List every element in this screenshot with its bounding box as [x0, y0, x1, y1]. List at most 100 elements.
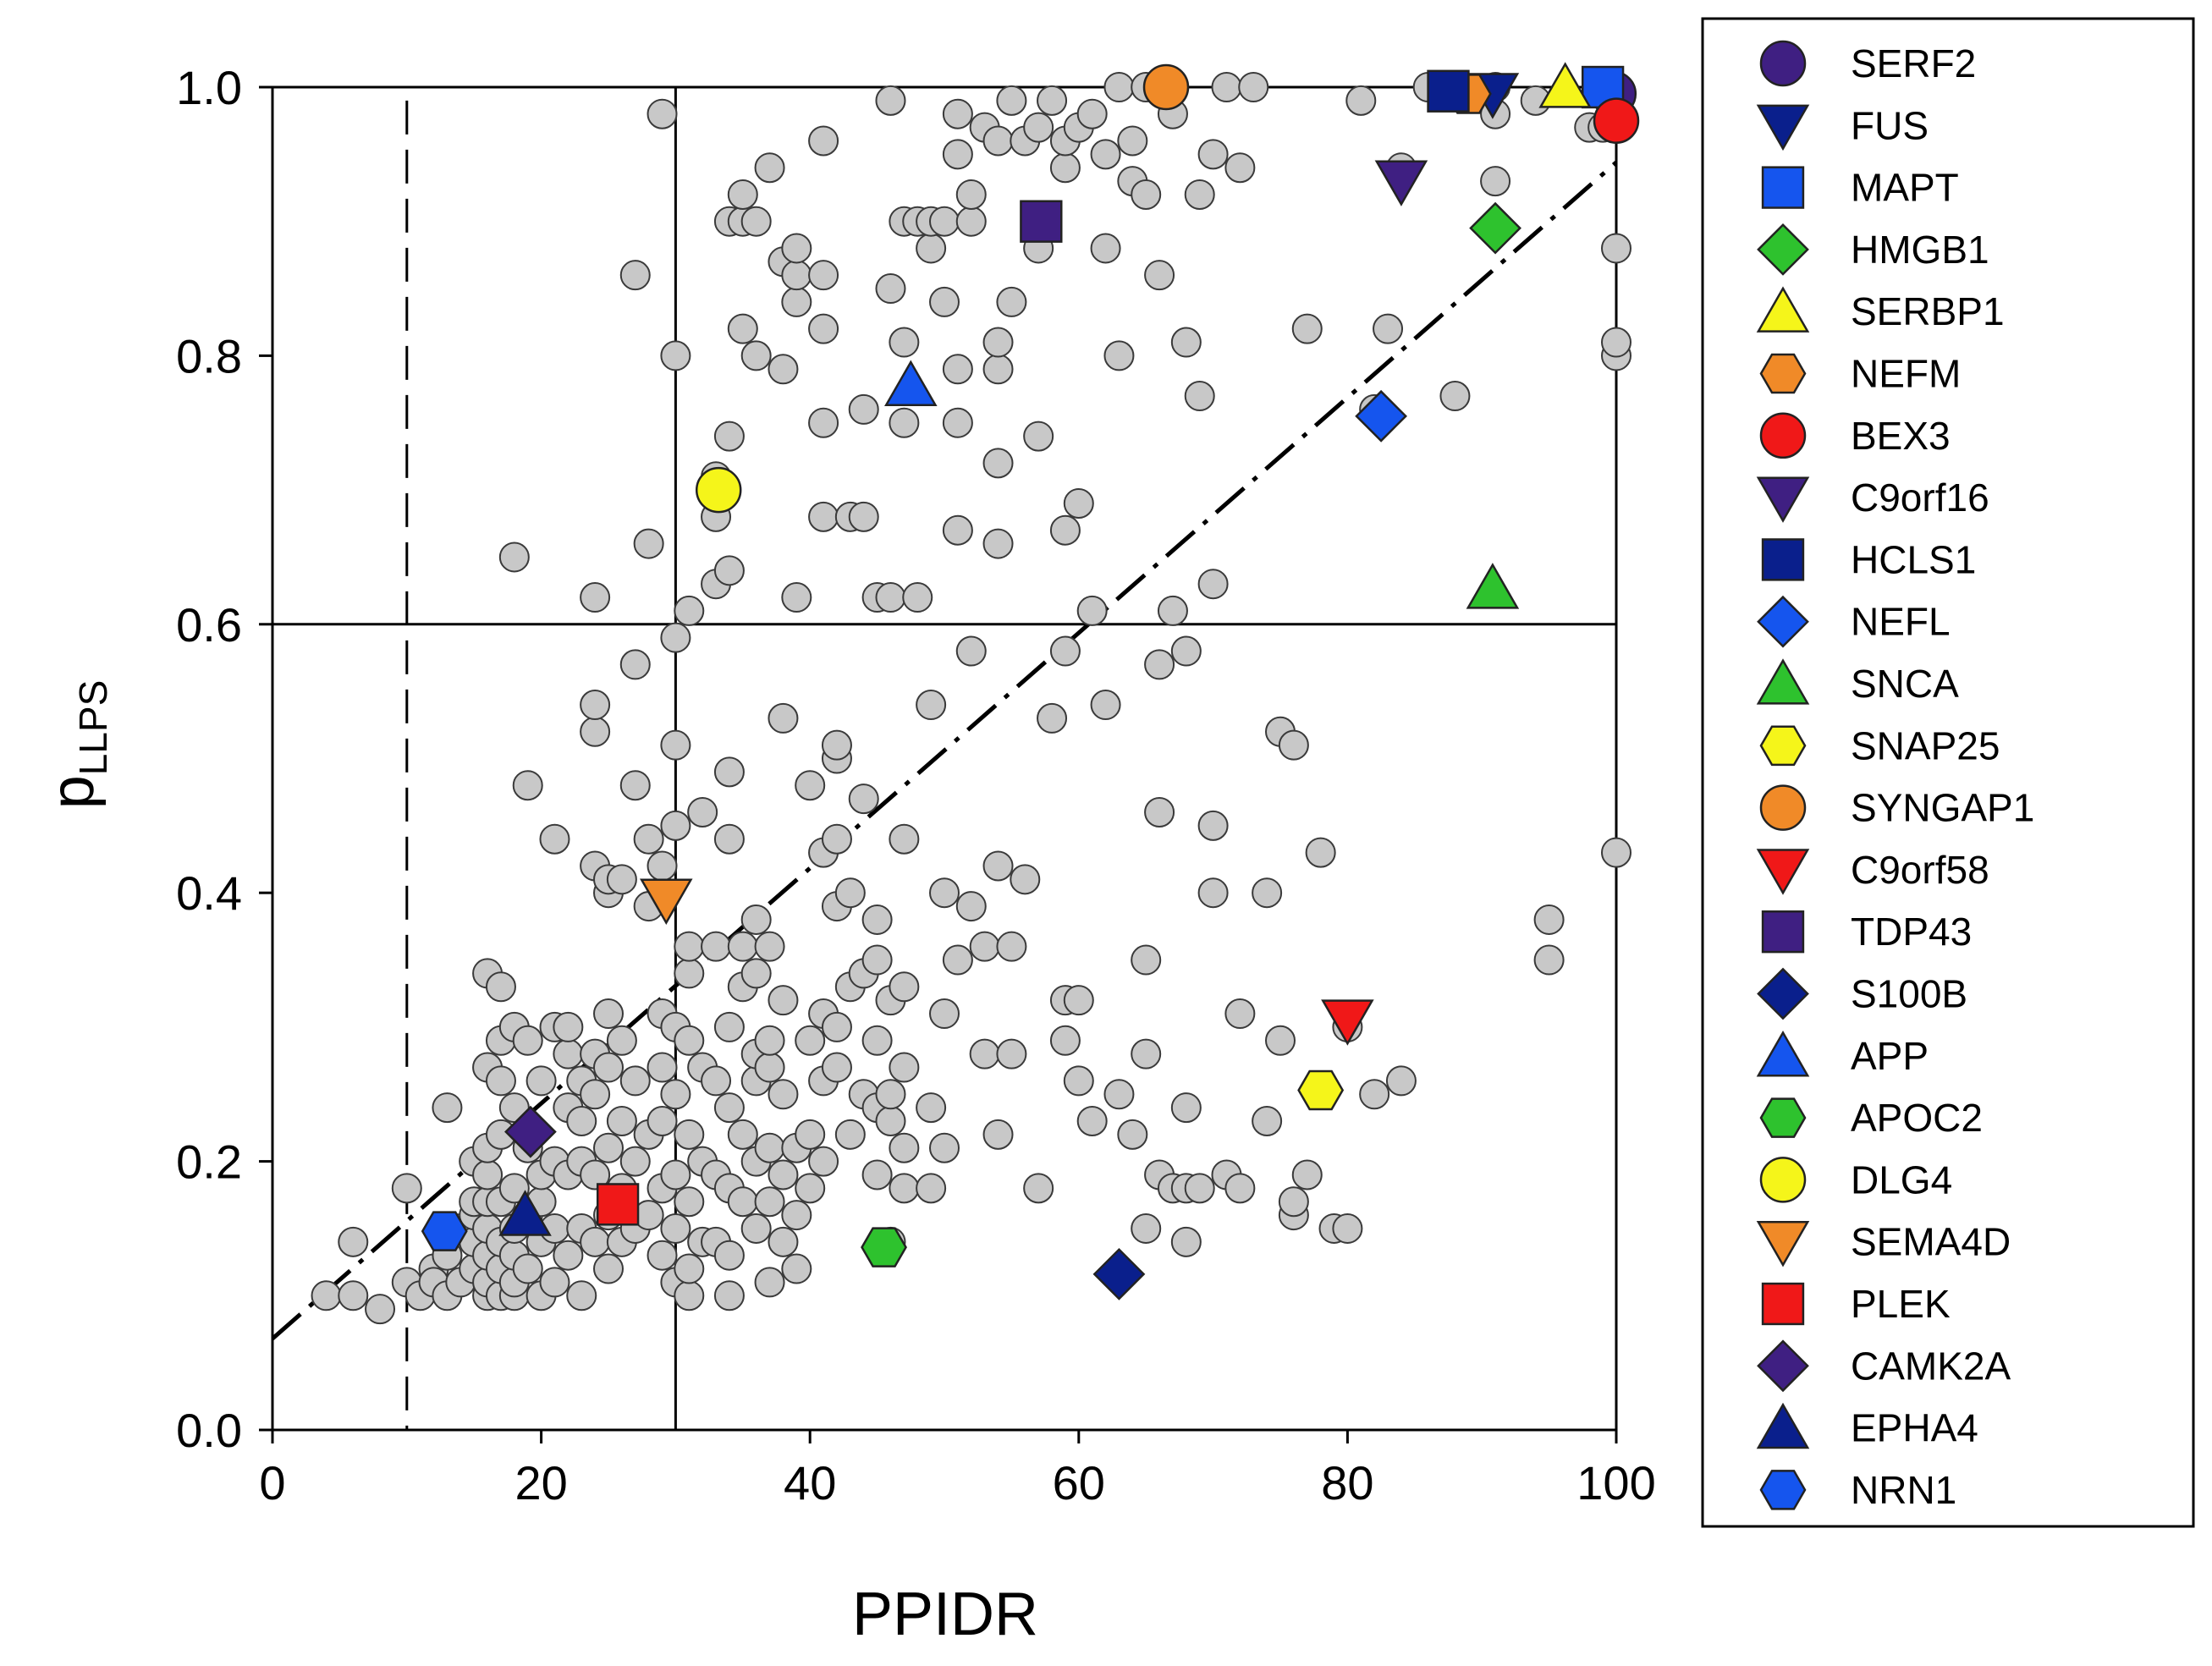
background-point [889, 407, 920, 438]
highlighted-points [421, 62, 1640, 1300]
background-point [754, 931, 785, 962]
background-point [727, 179, 758, 210]
background-point [1385, 1065, 1417, 1097]
background-point [821, 1052, 852, 1083]
background-point [754, 1025, 785, 1056]
background-point [740, 904, 772, 935]
legend-label-camk2a: CAMK2A [1851, 1344, 2011, 1388]
point-nefl [1355, 389, 1407, 443]
legend-marker-nefm [1759, 353, 1807, 394]
background-point [553, 1038, 584, 1069]
y-tick-label: 0.0 [176, 1404, 242, 1457]
background-point [1090, 233, 1121, 264]
background-point [660, 1079, 691, 1110]
background-point [512, 1025, 543, 1056]
background-point [1144, 796, 1175, 828]
background-point [713, 555, 745, 586]
background-point [713, 1280, 745, 1311]
background-point [1170, 1226, 1202, 1257]
background-point [942, 354, 973, 385]
legend-label-snap25: SNAP25 [1851, 723, 2000, 767]
background-point [713, 1240, 745, 1271]
legend-label-nefl: NEFL [1851, 600, 1951, 644]
background-point [1063, 985, 1094, 1016]
background-point [781, 1253, 812, 1284]
background-point [1252, 877, 1283, 909]
background-point [781, 260, 812, 291]
background-point [660, 1212, 691, 1244]
legend-label-c9orf16: C9orf16 [1851, 476, 1989, 520]
background-point [1103, 340, 1135, 371]
background-point [754, 1186, 785, 1218]
background-point [1224, 1173, 1256, 1204]
legend-label-fus: FUS [1851, 103, 1929, 147]
background-point [875, 85, 906, 116]
background-point [982, 1119, 1014, 1150]
background-point [580, 1079, 611, 1110]
background-point [727, 313, 758, 344]
y-tick-label: 0.4 [176, 866, 242, 920]
legend-marker-mapt [1761, 166, 1805, 209]
background-point [498, 1173, 530, 1204]
legend-label-dlg4: DLG4 [1851, 1157, 1952, 1201]
point-nrn1 [421, 1211, 468, 1251]
point-epha4 [498, 1190, 552, 1236]
background-point [754, 1052, 785, 1083]
background-point [1265, 1025, 1296, 1056]
background-point [1291, 1159, 1323, 1190]
background-point [848, 784, 879, 815]
background-point [1117, 125, 1148, 157]
background-point [593, 1052, 624, 1083]
background-point [916, 233, 947, 264]
background-point [929, 206, 960, 237]
background-point [834, 877, 866, 909]
background-point [768, 1159, 799, 1190]
background-point [660, 810, 691, 841]
legend-label-nefm: NEFM [1851, 352, 1961, 396]
background-point [942, 407, 973, 438]
background-point [1037, 85, 1068, 116]
legend-marker-plek [1761, 1282, 1805, 1326]
background-point [727, 931, 758, 962]
background-point [701, 1065, 732, 1097]
x-tick-label: 60 [1053, 1456, 1105, 1509]
background-point [1305, 837, 1336, 868]
background-point [1197, 810, 1229, 841]
background-point [996, 286, 1027, 317]
point-camk2a [504, 1105, 557, 1158]
legend-marker-nefl [1757, 595, 1809, 648]
background-point [889, 327, 920, 358]
background-point [553, 1240, 584, 1271]
background-point [713, 421, 745, 452]
legend-label-apoc2: APOC2 [1851, 1096, 1983, 1140]
legend: SERF2 FUS MAPT HMGB1 SERBP1 NEFM BEX3 C9orf16 HC… [1701, 17, 2195, 1528]
background-point [982, 354, 1014, 385]
legend-marker-serbp1 [1756, 286, 1810, 333]
background-point [485, 971, 516, 1003]
background-point [808, 125, 839, 157]
legend-marker-syngap1 [1759, 784, 1807, 831]
point-c9orf58 [1321, 999, 1374, 1046]
background-point [955, 206, 987, 237]
point-serbp1 [1538, 62, 1592, 108]
legend-marker-tdp43 [1761, 910, 1805, 954]
background-point [1157, 595, 1188, 626]
background-point [1224, 998, 1256, 1030]
point-hcls1 [1427, 69, 1470, 113]
legend-label-bex3: BEX3 [1851, 414, 1951, 458]
background-point [619, 649, 651, 680]
background-point [781, 233, 812, 264]
background-point [848, 501, 879, 532]
legend-label-syngap1: SYNGAP1 [1851, 786, 2034, 830]
background-point [647, 1240, 678, 1271]
background-point [808, 501, 839, 532]
background-point [539, 1267, 570, 1298]
background-point [593, 1253, 624, 1284]
y-tick-label: 0.2 [176, 1135, 242, 1189]
background-point [674, 931, 705, 962]
background-point [982, 528, 1014, 559]
background-point [754, 1267, 785, 1298]
legend-label-mapt: MAPT [1851, 166, 1959, 210]
background-point [808, 407, 839, 438]
background-point [1533, 904, 1565, 935]
